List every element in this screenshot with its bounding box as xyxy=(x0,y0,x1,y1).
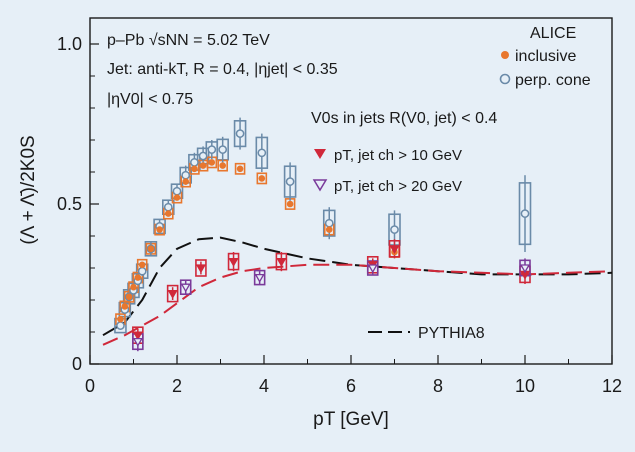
annotation-jet: Jet: anti-kT, R = 0.4, |ηjet| < 0.35 xyxy=(107,61,338,78)
perp-cone-point xyxy=(163,202,173,212)
inclusive-point xyxy=(182,178,189,185)
perp-cone-syst-box xyxy=(144,241,158,257)
inclusive-point xyxy=(130,283,137,291)
perp-cone-point xyxy=(235,129,245,138)
inclusive-syst-box xyxy=(234,162,246,175)
perp-cone-point xyxy=(116,321,125,330)
jet10-point xyxy=(132,331,143,341)
perp-cone-point xyxy=(137,266,147,276)
pythia-jet-curve xyxy=(102,263,613,346)
inclusive-point xyxy=(125,293,133,301)
inclusive-syst-box xyxy=(256,172,268,185)
y-tick-label: 0 xyxy=(72,354,82,374)
legend-title: ALICE xyxy=(530,25,576,42)
perp-cone-point xyxy=(257,148,267,158)
perp-cone-point xyxy=(207,145,217,154)
annotation-v0-selection: V0s in jets R(V0, jet) < 0.4 xyxy=(311,110,497,127)
jet20-syst-box xyxy=(253,269,266,286)
inclusive-point xyxy=(191,165,198,173)
x-tick-label: 10 xyxy=(515,376,535,396)
inclusive-point xyxy=(199,162,207,169)
jet10-point xyxy=(228,257,239,267)
x-tick-label: 0 xyxy=(85,376,95,396)
inclusive-point xyxy=(134,274,142,281)
perp-cone-point xyxy=(324,218,334,228)
inclusive-point xyxy=(258,175,266,182)
annotation-system: p–Pb √sNN = 5.02 TeV xyxy=(107,32,270,49)
legend-jet20-label: pT, jet ch > 20 GeV xyxy=(334,178,462,195)
y-tick-label: 1.0 xyxy=(57,34,82,54)
inclusive-point xyxy=(286,200,294,208)
jet20-point xyxy=(132,337,143,347)
jet10-syst-box xyxy=(166,284,179,303)
x-tick-label: 8 xyxy=(433,376,443,396)
perp-cone-point xyxy=(181,170,191,180)
jet10-point xyxy=(195,264,207,274)
perp-cone-point xyxy=(390,225,399,234)
legend-inclusive-label: inclusive xyxy=(515,48,576,65)
legend-jet20-marker xyxy=(312,179,328,192)
inclusive-point xyxy=(219,162,226,169)
x-axis-label: pT [GeV] xyxy=(313,409,389,430)
legend-perp-cone-label: perp. cone xyxy=(515,72,591,89)
inclusive-point xyxy=(147,245,155,253)
legend-inclusive-marker xyxy=(501,51,509,59)
inclusive-point xyxy=(173,194,181,201)
jet20-point xyxy=(180,283,191,293)
x-tick-label: 6 xyxy=(346,376,356,396)
perp-cone-point xyxy=(218,145,228,154)
y-axis-label: (Λ + Λ̄)/2K0S xyxy=(18,135,39,244)
x-tick-label: 12 xyxy=(602,376,622,396)
jet20-point xyxy=(254,273,265,283)
jet10-syst-box xyxy=(195,259,207,277)
perp-cone-point xyxy=(198,151,208,161)
inclusive-point xyxy=(165,210,172,217)
jet10-point xyxy=(276,257,287,267)
y-tick-label: 0.5 xyxy=(57,194,82,214)
inclusive-point xyxy=(208,159,216,166)
perp-cone-point xyxy=(190,158,199,167)
inclusive-point xyxy=(117,315,124,323)
legend-perp-cone-marker xyxy=(499,73,511,85)
perp-cone-point xyxy=(285,177,295,186)
jet20-point xyxy=(519,264,531,274)
annotation-eta-v0: |ηV0| < 0.75 xyxy=(107,91,193,108)
perp-cone-syst-box xyxy=(153,218,166,235)
legend-jet10-marker xyxy=(314,149,326,159)
inclusive-point xyxy=(236,165,244,173)
inclusive-point xyxy=(138,261,146,269)
inclusive-point xyxy=(156,226,163,233)
pythia-perp-cone-curve xyxy=(102,236,613,337)
jet10-point xyxy=(167,289,178,299)
perp-cone-point xyxy=(172,186,182,196)
legend-pythia-label: PYTHIA8 xyxy=(418,325,485,342)
inclusive-point xyxy=(121,303,129,310)
perp-cone-point xyxy=(520,209,530,218)
x-tick-label: 2 xyxy=(172,376,182,396)
jet20-syst-box xyxy=(179,279,192,296)
x-tick-label: 4 xyxy=(259,376,269,396)
jet20-point xyxy=(367,264,378,274)
jet10-point xyxy=(389,245,400,255)
inclusive-point xyxy=(325,226,333,233)
legend-jet10-label: pT, jet ch > 10 GeV xyxy=(334,147,462,164)
